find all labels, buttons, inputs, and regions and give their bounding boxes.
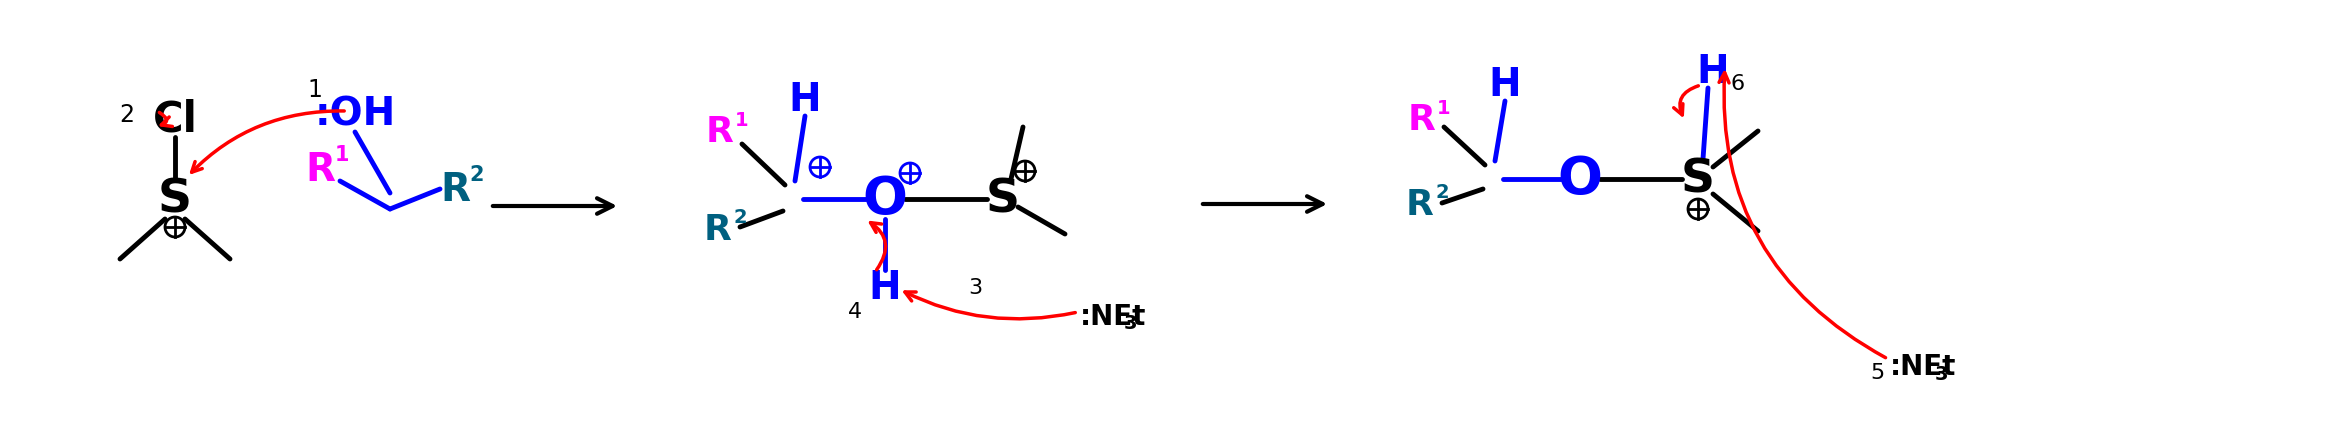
Text: 3: 3 [968,277,982,297]
Text: 1: 1 [735,110,749,129]
Text: 1: 1 [336,145,350,164]
Text: S: S [1682,157,1715,202]
Text: 2: 2 [470,164,484,184]
Text: 2: 2 [733,208,747,227]
Text: R: R [439,171,470,208]
Text: 4: 4 [848,301,862,321]
Text: R: R [1407,103,1435,137]
Text: :NEt: :NEt [1891,352,1957,380]
Text: O: O [1557,154,1602,206]
Text: 2: 2 [120,103,134,127]
Text: 3: 3 [1936,365,1950,384]
Text: R: R [1407,187,1433,221]
Text: :OH: :OH [315,96,395,134]
Text: R: R [705,213,733,247]
Text: O: O [862,174,907,226]
Text: S: S [987,177,1019,222]
Text: 1: 1 [1438,98,1452,117]
Text: H: H [1696,53,1729,91]
Text: 2: 2 [1435,183,1449,202]
Text: 6: 6 [1731,74,1745,94]
Text: H: H [789,81,822,119]
Text: S: S [157,177,193,222]
Text: :NEt: :NEt [1081,302,1146,330]
Text: Cl: Cl [153,99,197,141]
Text: 1: 1 [308,78,322,102]
Text: 5: 5 [1870,362,1884,382]
Text: R: R [707,115,733,149]
Text: R: R [305,151,336,188]
Text: H: H [1489,66,1522,104]
Text: 3: 3 [1125,314,1137,333]
Text: H: H [869,268,902,306]
